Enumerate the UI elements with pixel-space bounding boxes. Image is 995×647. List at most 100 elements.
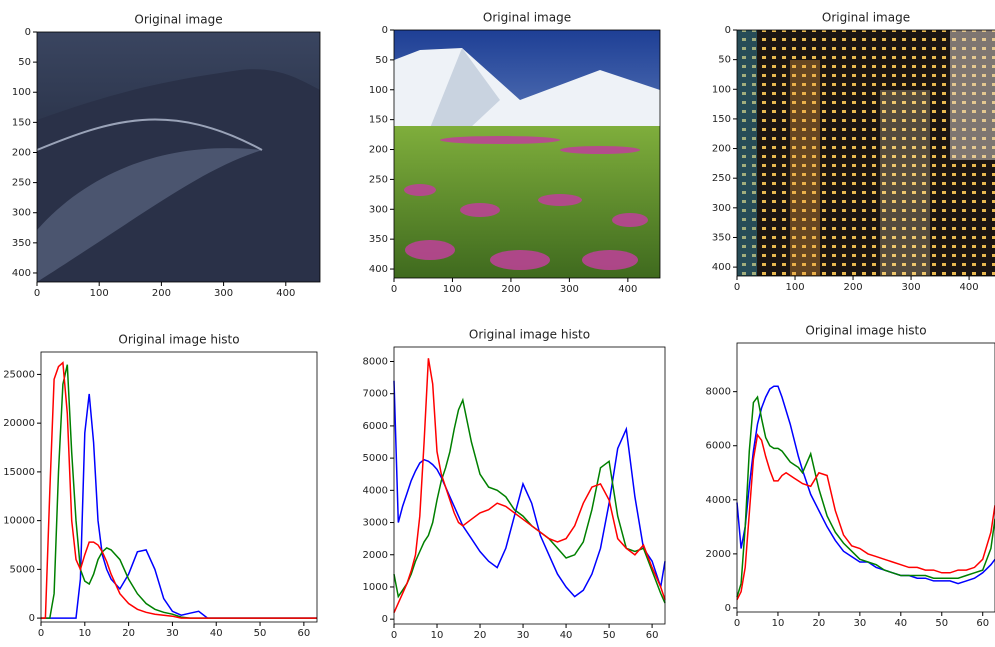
x-tick-label: 10 [772, 618, 785, 629]
y-tick-label: 20000 [3, 418, 35, 429]
panel-title: Original image histo [805, 324, 926, 338]
y-tick-label: 4000 [706, 495, 731, 506]
x-tick-label: 200 [843, 282, 862, 293]
y-tick-label: 1000 [363, 582, 388, 593]
histogram-line [41, 394, 317, 618]
y-tick-label: 0 [29, 613, 35, 624]
y-tick-label: 7000 [363, 389, 388, 400]
y-tick-label: 350 [12, 238, 31, 249]
x-tick-label: 20 [474, 630, 487, 641]
y-tick-label: 400 [712, 262, 731, 273]
photo-meadow [394, 30, 660, 278]
x-tick-label: 40 [560, 630, 573, 641]
histogram-line [394, 358, 665, 612]
y-tick-label: 200 [12, 147, 31, 158]
histogram-line [394, 400, 665, 603]
x-tick-label: 300 [560, 284, 579, 295]
screenshot: Original image01002003004000501001502002… [0, 0, 995, 647]
y-tick-label: 0 [725, 603, 731, 614]
y-tick-label: 5000 [363, 453, 388, 464]
x-tick-label: 200 [152, 288, 171, 299]
y-tick-label: 150 [369, 115, 388, 126]
y-tick-label: 400 [369, 264, 388, 275]
y-tick-label: 100 [369, 85, 388, 96]
axes-frame [737, 343, 995, 612]
y-tick-label: 5000 [10, 564, 35, 575]
y-tick-label: 250 [712, 173, 731, 184]
y-tick-label: 350 [712, 232, 731, 243]
x-tick-label: 0 [734, 282, 740, 293]
y-tick-label: 150 [712, 114, 731, 125]
y-tick-label: 0 [382, 614, 388, 625]
page: {"chart_data": [ {"type": "image", "titl… [0, 0, 995, 647]
x-tick-label: 100 [90, 288, 109, 299]
x-tick-label: 400 [960, 282, 979, 293]
y-tick-label: 300 [712, 203, 731, 214]
axes-frame [41, 352, 317, 622]
x-tick-label: 10 [78, 628, 91, 639]
y-tick-label: 100 [12, 87, 31, 98]
x-tick-label: 60 [297, 628, 310, 639]
histogram-line [737, 386, 995, 583]
y-tick-label: 50 [18, 57, 31, 68]
x-tick-label: 30 [853, 618, 866, 629]
x-tick-label: 50 [935, 618, 948, 629]
y-tick-label: 50 [375, 55, 388, 66]
y-tick-label: 3000 [363, 518, 388, 529]
y-tick-label: 400 [12, 268, 31, 279]
x-tick-label: 300 [902, 282, 921, 293]
x-tick-label: 0 [34, 288, 40, 299]
panel-title: Original image [483, 11, 571, 25]
panel-title: Original image histo [118, 333, 239, 347]
y-tick-label: 100 [712, 84, 731, 95]
photo-desert [37, 32, 320, 282]
y-tick-label: 350 [369, 234, 388, 245]
x-tick-label: 60 [646, 630, 659, 641]
y-tick-label: 8000 [363, 356, 388, 367]
y-tick-label: 200 [712, 144, 731, 155]
y-tick-label: 2000 [363, 550, 388, 561]
y-tick-label: 250 [12, 178, 31, 189]
photo-city [737, 30, 995, 276]
x-tick-label: 20 [813, 618, 826, 629]
y-tick-label: 10000 [3, 516, 35, 527]
y-tick-label: 0 [382, 25, 388, 36]
y-tick-label: 8000 [706, 387, 731, 398]
x-tick-label: 60 [976, 618, 989, 629]
x-tick-label: 400 [276, 288, 295, 299]
x-tick-label: 100 [443, 284, 462, 295]
y-tick-label: 2000 [706, 549, 731, 560]
y-tick-label: 0 [725, 25, 731, 36]
x-tick-label: 20 [122, 628, 135, 639]
histogram-line [737, 397, 995, 597]
x-tick-label: 50 [603, 630, 616, 641]
x-tick-label: 30 [166, 628, 179, 639]
y-tick-label: 300 [369, 204, 388, 215]
x-tick-label: 300 [214, 288, 233, 299]
histogram-line [737, 435, 995, 600]
y-tick-label: 15000 [3, 467, 35, 478]
x-tick-label: 0 [38, 628, 44, 639]
axes-frame [394, 347, 665, 624]
y-tick-label: 4000 [363, 485, 388, 496]
y-tick-label: 300 [12, 208, 31, 219]
x-tick-label: 400 [618, 284, 637, 295]
x-tick-label: 50 [254, 628, 267, 639]
y-tick-label: 200 [369, 145, 388, 156]
y-tick-label: 25000 [3, 369, 35, 380]
y-tick-label: 250 [369, 174, 388, 185]
x-tick-label: 30 [517, 630, 530, 641]
x-tick-label: 100 [785, 282, 804, 293]
panel-title: Original image [134, 13, 222, 27]
y-tick-label: 150 [12, 117, 31, 128]
y-tick-label: 50 [718, 55, 731, 66]
y-tick-label: 6000 [706, 441, 731, 452]
x-tick-label: 10 [431, 630, 444, 641]
panel-title: Original image [822, 11, 910, 25]
y-tick-label: 6000 [363, 421, 388, 432]
x-tick-label: 200 [501, 284, 520, 295]
y-tick-label: 0 [25, 27, 31, 38]
panel-title: Original image histo [469, 328, 590, 342]
x-tick-label: 40 [894, 618, 907, 629]
x-tick-label: 0 [391, 284, 397, 295]
